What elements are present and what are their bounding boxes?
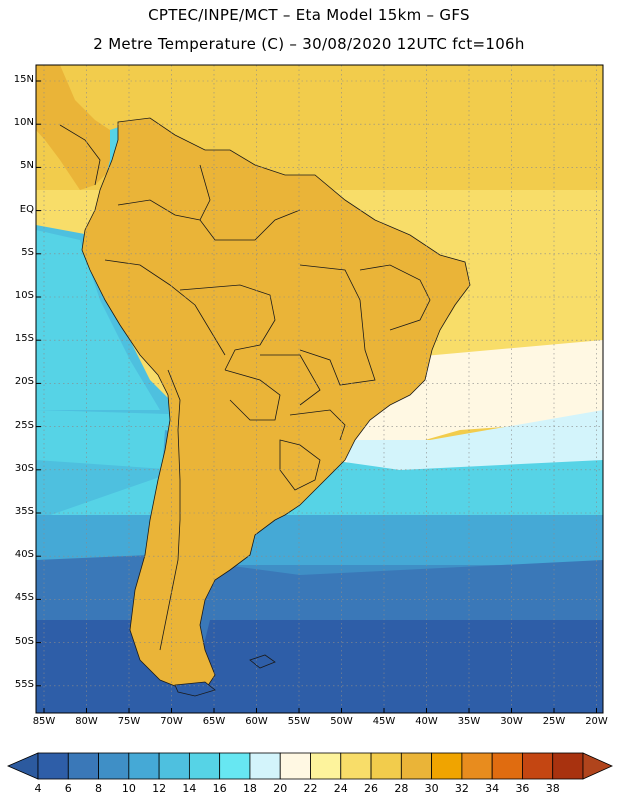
border-brazil-states-3 [260,354,321,406]
colorbar [6,752,613,780]
latitude-label: 5S [21,246,34,258]
longitude-label: 60W [245,716,268,727]
longitude-label: 65W [202,716,226,727]
colorbar-swatch [522,752,554,780]
colorbar-tick-label: 38 [545,782,560,795]
longitude-label: 55W [287,716,311,727]
latitude-label: 15N [13,74,34,85]
border-panama [59,124,101,186]
graticule [36,65,603,713]
colorbar-swatch [158,752,190,780]
border-brazil-states-2 [359,264,431,331]
longitude-label: 45W [372,716,396,727]
pacific-band-14 [36,230,160,410]
longitude-label: 25W [542,716,566,727]
colorbar-tick-label: 10 [121,782,136,795]
chart-title-line-2: 2 Metre Temperature (C) – 30/08/2020 12U… [93,35,525,53]
map-frame [35,64,604,714]
colorbar-tick-label: 36 [515,782,530,795]
colorbar-swatch [188,752,221,780]
border-paraguay [224,369,281,421]
longitude-label: 75W [117,716,141,727]
colorbar-swatch [461,752,493,780]
latitude-label: EQ [19,203,34,215]
latitude-label: 25S [14,419,34,431]
colorbar-swatch [67,752,99,780]
border-bolivia-brazil [179,284,276,371]
border-peru-bolivia [104,259,226,356]
longitude-label: 80W [75,716,98,727]
latitude-label: 30S [14,462,34,474]
colorbar-swatch [37,752,69,780]
colorbar-tick-label: 26 [364,782,379,795]
ocean-band-4-6 [36,615,603,713]
border-brazil-states-4 [289,409,346,441]
latitude-label: 50S [14,635,34,647]
colorbar-tick-label: 18 [242,782,257,795]
latitude-label: 45S [14,592,34,604]
chart-title-line-1: CPTEC/INPE/MCT – Eta Model 15km – GFS [148,6,470,24]
colorbar-tick-label: 20 [273,782,288,795]
pacific-band-12 [36,460,180,520]
border-colombia-brazil [117,199,201,221]
colorbar-tick-label: 14 [182,782,197,795]
colorbar-swatch [310,752,342,780]
colorbar-swatch [249,752,281,780]
longitude-label: 40W [415,716,438,727]
colorbar-swatch [552,752,584,780]
latitude-label: 40S [14,549,34,561]
axis-ticks [36,80,597,713]
colorbar-swatch [431,752,463,780]
colorbar-swatch [370,752,402,780]
colorbar-tick-label: 16 [212,782,227,795]
colorbar-tick-label: 32 [454,782,469,795]
longitude-label: 50W [330,716,353,727]
colorbar-tick-label: 12 [152,782,167,795]
colorbar-swatch [98,752,130,780]
country-borders [59,117,471,691]
colorbar-swatch [340,752,372,780]
latitude-label: 10S [14,290,34,301]
border-brazil-states-1 [299,264,376,386]
colorbar-swatch [279,752,311,780]
longitude-label: 85W [32,716,56,727]
latitude-label: 35S [14,506,34,517]
colorbar-tick-label: 28 [394,782,409,795]
colorbar-tick-label: 30 [424,782,439,795]
colorbar-tick-label: 22 [303,782,318,795]
colorbar-swatch [491,752,523,780]
longitude-label: 20W [585,716,608,727]
colorbar-under-arrow [6,752,39,780]
colorbar-tick-label: 4 [34,782,42,795]
colorbar-tick-label: 34 [485,782,500,795]
colorbar-swatch [400,752,433,780]
colorbar-over-arrow [582,752,613,780]
latitude-label: 5N [20,160,34,172]
colorbar-swatch [128,752,160,780]
border-venezuela-brazil [199,164,301,241]
border-chile-argentina [159,369,181,651]
latitude-label: 20S [14,376,34,388]
longitude-label: 70W [160,716,183,727]
latitude-label: 55S [14,678,34,690]
colorbar-tick-label: 24 [333,782,348,795]
longitude-label: 35W [457,716,481,727]
colorbar-swatch [219,752,251,780]
latitude-label: 10N [13,117,34,129]
colorbar-tick-label: 6 [64,782,72,795]
colorbar-tick-label: 8 [95,782,103,795]
longitude-label: 30W [500,716,523,727]
latitude-label: 15S [14,333,34,345]
